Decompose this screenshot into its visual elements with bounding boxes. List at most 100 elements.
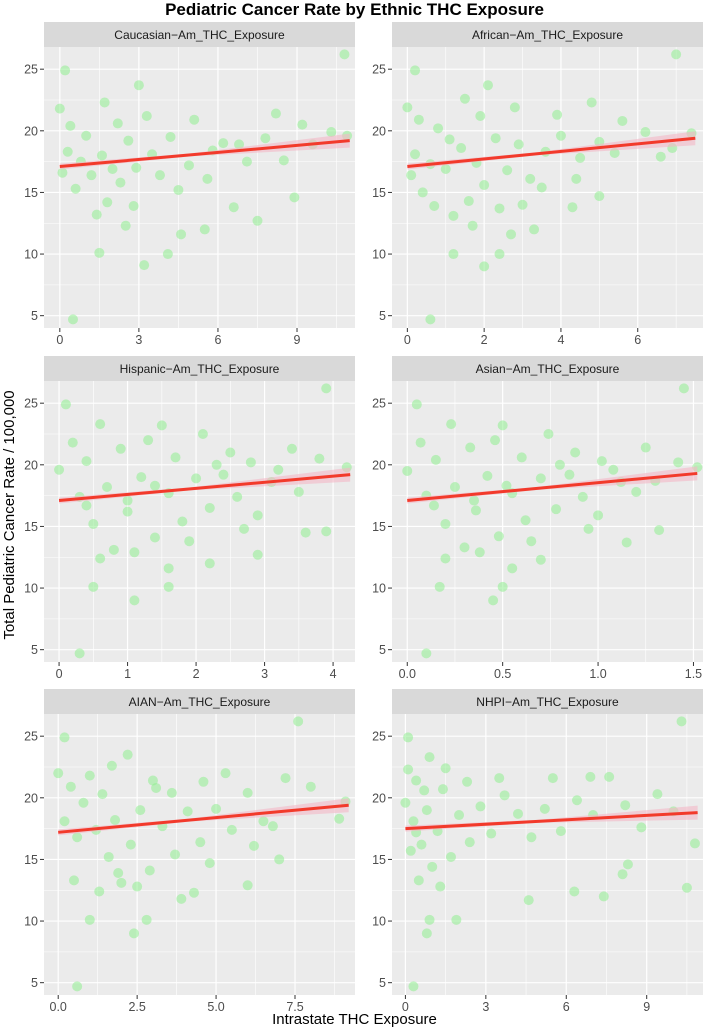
data-point — [149, 532, 160, 543]
trend-line — [407, 471, 698, 503]
x-tick-label: 0.0 — [399, 667, 416, 681]
chart-title: Pediatric Cancer Rate by Ethnic THC Expo… — [165, 0, 544, 19]
data-point — [440, 553, 451, 564]
data-point — [583, 523, 594, 534]
y-tick-label: 15 — [24, 853, 38, 867]
data-point — [516, 452, 527, 463]
data-point — [65, 781, 76, 792]
data-point — [125, 839, 136, 850]
y-tick-label: 10 — [24, 582, 38, 596]
data-point — [232, 491, 243, 502]
data-point — [517, 199, 528, 210]
data-point — [258, 816, 269, 827]
y-tick-label: 5 — [379, 643, 386, 657]
data-point — [241, 156, 252, 167]
data-point — [183, 160, 194, 171]
data-point — [170, 452, 181, 463]
data-point — [139, 260, 150, 271]
x-tick-label: 1.0 — [589, 667, 606, 681]
facet-panel-2: African−Am_THC_Exposure 0 2 4 6 5 10 15 20 25 — [372, 22, 703, 347]
data-point — [497, 581, 508, 592]
data-point — [569, 886, 580, 897]
x-tick-label: 9 — [294, 333, 301, 347]
data-point — [596, 456, 607, 467]
data-point — [65, 120, 76, 131]
data-point — [513, 808, 524, 819]
data-point — [671, 49, 682, 60]
data-point — [211, 459, 222, 470]
data-point — [297, 119, 308, 130]
data-point — [136, 472, 147, 483]
y-tick-label: 25 — [372, 397, 386, 411]
data-point — [419, 785, 430, 796]
data-point — [202, 173, 213, 184]
data-point — [617, 115, 628, 126]
data-point — [502, 165, 513, 176]
data-point — [72, 832, 83, 843]
data-point — [474, 547, 485, 558]
facet-strip — [44, 356, 355, 381]
data-point — [95, 419, 106, 430]
y-tick-label: 20 — [24, 124, 38, 138]
data-point — [424, 752, 435, 763]
data-point — [465, 442, 476, 453]
data-point — [554, 459, 565, 470]
data-point — [494, 203, 505, 214]
data-point — [129, 595, 140, 606]
x-tick-label: 1.5 — [685, 667, 702, 681]
data-point — [70, 183, 81, 194]
data-point — [204, 858, 215, 869]
data-point — [509, 102, 520, 113]
data-point — [411, 399, 422, 410]
data-point — [571, 795, 582, 806]
y-tick-label: 15 — [24, 186, 38, 200]
data-point — [567, 202, 578, 213]
data-point — [106, 760, 117, 771]
data-point — [67, 437, 78, 448]
data-point — [428, 500, 439, 511]
data-point — [115, 177, 126, 188]
trend-line — [58, 473, 351, 503]
data-point — [427, 861, 438, 872]
data-point — [59, 732, 70, 743]
data-point — [551, 504, 562, 515]
data-point — [135, 805, 146, 816]
data-point — [204, 558, 215, 569]
y-tick-label: 25 — [24, 730, 38, 744]
x-tick-label: 3 — [261, 667, 268, 681]
data-point — [425, 314, 436, 325]
facet-strip — [392, 22, 703, 47]
data-point — [464, 837, 475, 848]
plot-panel — [392, 47, 703, 328]
y-tick-label: 10 — [372, 248, 386, 262]
data-point — [555, 826, 566, 837]
data-point — [154, 170, 165, 181]
data-point — [555, 130, 566, 141]
data-point — [94, 247, 105, 258]
data-point — [188, 887, 199, 898]
x-tick-label: 2 — [481, 333, 488, 347]
data-point — [128, 200, 139, 211]
data-point — [408, 816, 419, 827]
data-point — [96, 150, 107, 161]
data-point — [402, 465, 413, 476]
data-point — [490, 435, 501, 446]
data-point — [102, 481, 113, 492]
data-point — [91, 209, 102, 220]
data-point — [84, 770, 95, 781]
data-point — [81, 500, 92, 511]
data-point — [149, 480, 160, 491]
x-tick-label: 1 — [124, 667, 131, 681]
x-tick-label: 0 — [404, 333, 411, 347]
y-tick-label: 15 — [372, 853, 386, 867]
data-point — [400, 797, 411, 808]
data-point — [113, 867, 124, 878]
data-point — [621, 537, 632, 548]
trend-line — [58, 803, 349, 834]
data-point — [88, 581, 99, 592]
x-tick-label: 7.5 — [286, 1000, 303, 1014]
data-point — [421, 928, 432, 939]
data-point — [122, 495, 133, 506]
y-tick-label: 5 — [31, 976, 38, 990]
